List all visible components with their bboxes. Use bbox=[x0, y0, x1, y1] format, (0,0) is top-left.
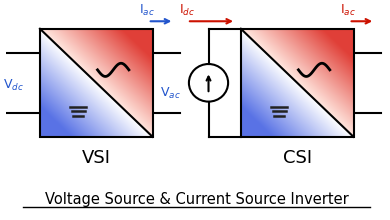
Text: Voltage Source & Current Source Inverter: Voltage Source & Current Source Inverter bbox=[45, 192, 349, 207]
Bar bbox=[241, 29, 354, 137]
Text: I$_{ac}$: I$_{ac}$ bbox=[340, 2, 356, 18]
Text: VSI: VSI bbox=[82, 148, 111, 167]
Text: V$_{dc}$: V$_{dc}$ bbox=[3, 77, 24, 93]
Bar bbox=[40, 29, 152, 137]
Text: V$_{ac}$: V$_{ac}$ bbox=[160, 86, 181, 101]
Text: CSI: CSI bbox=[283, 148, 312, 167]
Text: I$_{ac}$: I$_{ac}$ bbox=[139, 2, 155, 18]
Text: I$_{dc}$: I$_{dc}$ bbox=[179, 2, 195, 18]
